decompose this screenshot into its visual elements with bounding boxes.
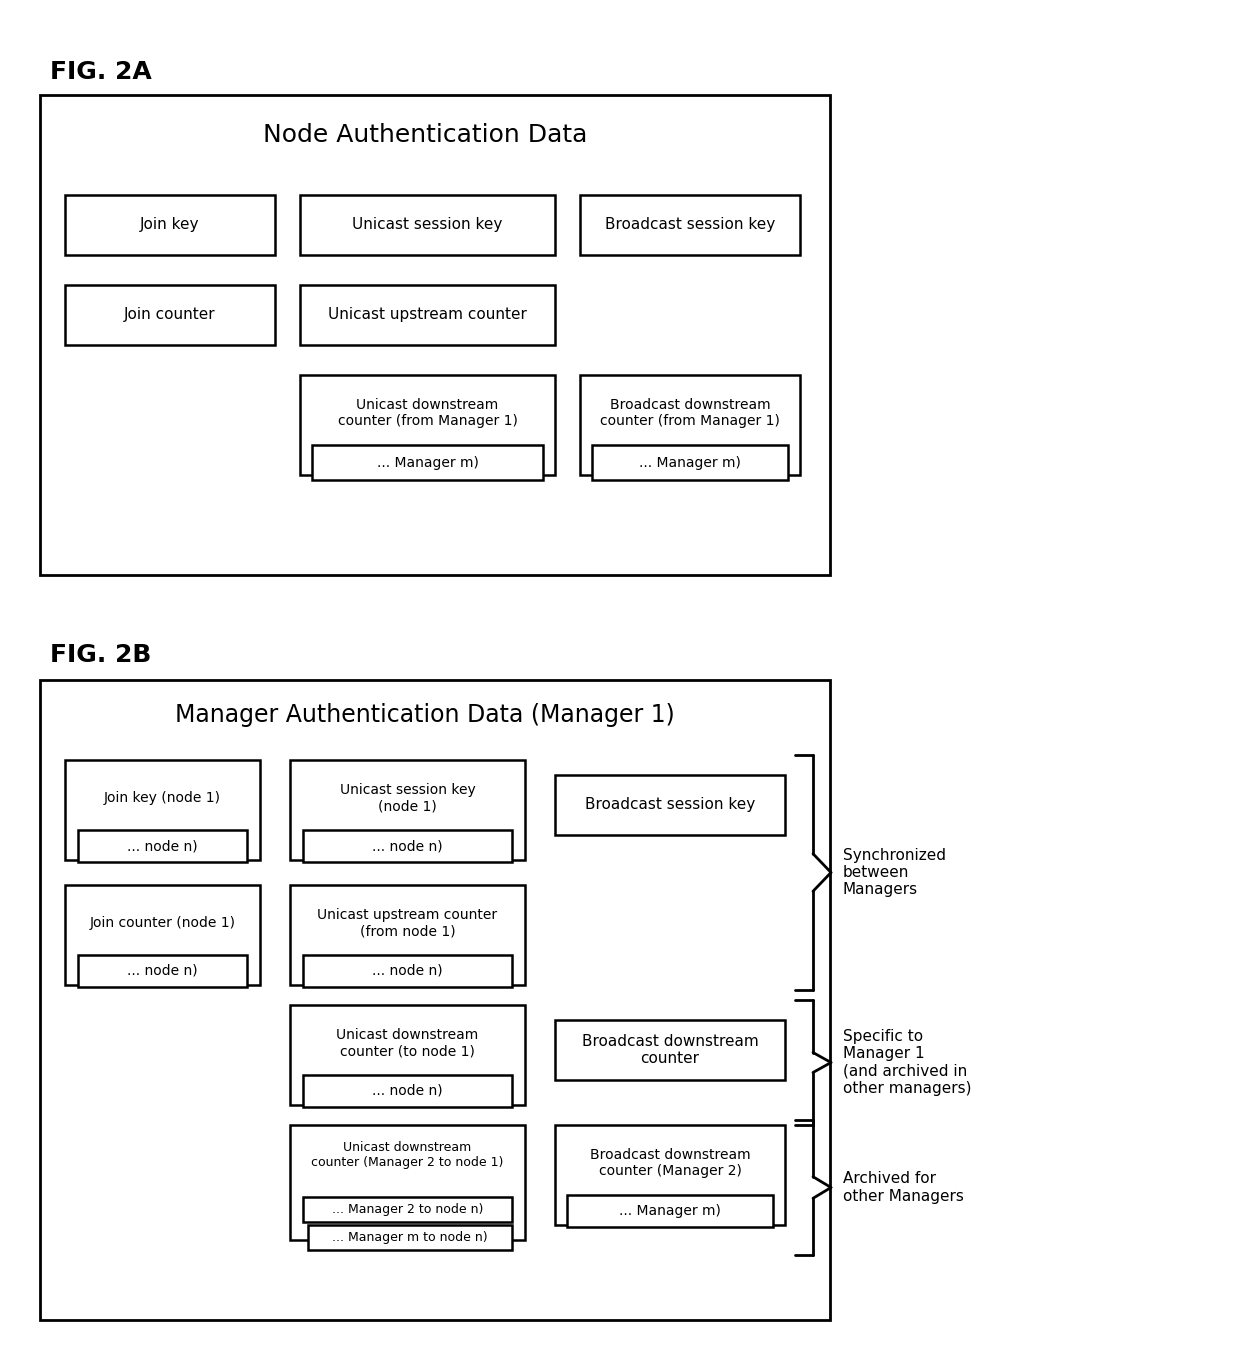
Text: Join counter (node 1): Join counter (node 1) (89, 917, 236, 930)
Text: FIG. 2A: FIG. 2A (50, 60, 151, 84)
Text: ... node n): ... node n) (128, 964, 198, 978)
Bar (591, 445, 787, 480)
Text: Join key: Join key (140, 217, 200, 232)
Bar (300, 376, 556, 475)
Text: ... Manager m): ... Manager m) (377, 456, 479, 469)
Bar (312, 445, 543, 480)
Text: Broadcast downstream
counter (Manager 2): Broadcast downstream counter (Manager 2) (590, 1149, 750, 1178)
Bar (556, 776, 785, 835)
Bar (78, 830, 247, 862)
Bar (567, 1195, 773, 1227)
Text: Broadcast downstream
counter (from Manager 1): Broadcast downstream counter (from Manag… (600, 397, 780, 428)
Bar (290, 1005, 525, 1105)
Bar (64, 195, 275, 255)
Text: Broadcast downstream
counter: Broadcast downstream counter (582, 1033, 759, 1066)
Bar (78, 955, 247, 987)
Text: Node Authentication Data: Node Authentication Data (263, 123, 588, 146)
Text: Archived for
other Managers: Archived for other Managers (843, 1172, 963, 1204)
Bar (64, 759, 260, 860)
Bar (290, 759, 525, 860)
Text: ... node n): ... node n) (128, 839, 198, 853)
Text: Unicast session key: Unicast session key (352, 217, 502, 232)
Bar (308, 1224, 512, 1250)
Text: ... Manager 2 to node n): ... Manager 2 to node n) (332, 1203, 484, 1216)
Text: Join counter: Join counter (124, 308, 216, 323)
Bar (556, 1020, 785, 1079)
Text: Broadcast session key: Broadcast session key (605, 217, 775, 232)
Text: FIG. 2B: FIG. 2B (50, 643, 151, 667)
Bar (290, 885, 525, 984)
Bar (303, 955, 512, 987)
Text: ... node n): ... node n) (372, 1083, 443, 1098)
Bar (303, 1075, 512, 1106)
Text: ... node n): ... node n) (372, 839, 443, 853)
Bar (580, 376, 800, 475)
Text: Unicast upstream counter
(from node 1): Unicast upstream counter (from node 1) (317, 909, 497, 938)
Text: Join key (node 1): Join key (node 1) (104, 791, 221, 805)
Text: Unicast downstream
counter (from Manager 1): Unicast downstream counter (from Manager… (337, 397, 517, 428)
Text: ... node n): ... node n) (372, 964, 443, 978)
Text: Unicast session key
(node 1): Unicast session key (node 1) (340, 782, 475, 814)
Text: Unicast downstream
counter (Manager 2 to node 1): Unicast downstream counter (Manager 2 to… (311, 1140, 503, 1169)
Bar (300, 285, 556, 344)
Text: Unicast downstream
counter (to node 1): Unicast downstream counter (to node 1) (336, 1028, 479, 1058)
Bar (64, 885, 260, 984)
Bar (580, 195, 800, 255)
Bar (303, 830, 512, 862)
Bar (64, 285, 275, 344)
Text: ... Manager m to node n): ... Manager m to node n) (332, 1231, 487, 1243)
Text: Specific to
Manager 1
(and archived in
other managers): Specific to Manager 1 (and archived in o… (843, 1029, 971, 1096)
Bar (40, 679, 830, 1319)
Bar (300, 195, 556, 255)
Text: Unicast upstream counter: Unicast upstream counter (329, 308, 527, 323)
Bar (556, 1125, 785, 1224)
Text: ... Manager m): ... Manager m) (639, 456, 742, 469)
Text: Broadcast session key: Broadcast session key (585, 797, 755, 812)
Bar (303, 1197, 512, 1222)
Bar (290, 1125, 525, 1239)
Text: ... Manager m): ... Manager m) (619, 1204, 720, 1218)
Bar (40, 95, 830, 575)
Text: Synchronized
between
Managers: Synchronized between Managers (843, 848, 946, 898)
Text: Manager Authentication Data (Manager 1): Manager Authentication Data (Manager 1) (175, 702, 675, 727)
